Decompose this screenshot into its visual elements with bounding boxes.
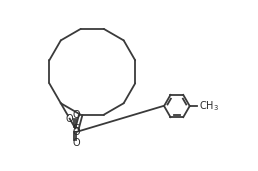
Text: O: O (72, 138, 80, 148)
Text: O: O (66, 114, 74, 124)
Text: O: O (72, 127, 80, 137)
Text: CH$_3$: CH$_3$ (199, 99, 219, 113)
Text: S: S (72, 124, 79, 134)
Text: O: O (72, 110, 80, 120)
